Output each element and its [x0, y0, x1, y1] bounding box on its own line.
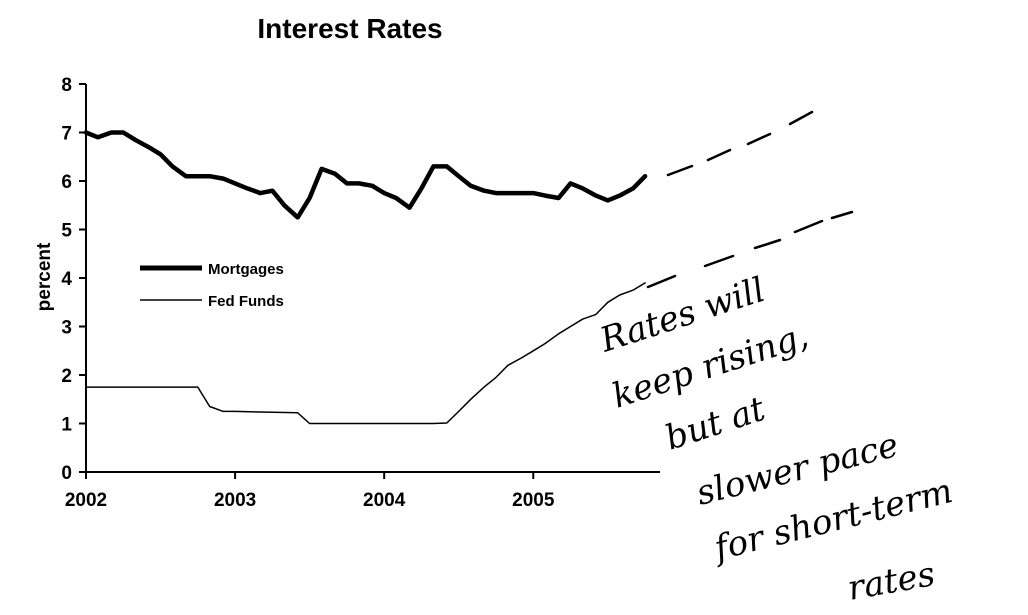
handwritten-note: Rates will keep rising, but at slower pa…	[594, 270, 956, 609]
y-axis-label: percent	[34, 242, 55, 311]
series-layer	[83, 130, 648, 425]
forecast-dash-fedfunds-4	[793, 219, 824, 234]
note-line-3: but at	[660, 389, 770, 459]
x-tick-label: 2003	[214, 490, 256, 511]
x-tick-label: 2004	[363, 490, 406, 511]
y-tick-label: 3	[61, 318, 72, 339]
y-tick-label: 5	[61, 221, 72, 242]
forecast-dash-fedfunds-1	[646, 274, 677, 289]
y-tick-label: 4	[61, 269, 72, 290]
forecast-dash-fedfunds-2	[703, 254, 735, 268]
forecast-dash-mortgages-3	[746, 132, 772, 146]
y-tick-label: 6	[61, 172, 72, 193]
chart-title: Interest Rates	[257, 13, 442, 44]
legend-label-mortgages: Mortgages	[208, 261, 284, 278]
forecast-dash-mortgages-2	[706, 148, 732, 162]
x-tick-label: 2005	[512, 490, 555, 511]
x-axis-ticks: 2002 2003 2004 2005	[65, 472, 555, 511]
y-tick-label: 0	[61, 463, 72, 484]
x-tick-label: 2002	[65, 490, 107, 511]
legend: Mortgages Fed Funds	[140, 261, 284, 310]
forecast-dash-fedfunds-3	[753, 238, 782, 250]
series-line-mortgages	[83, 130, 648, 220]
y-tick-label: 1	[61, 415, 72, 436]
y-tick-label: 7	[61, 124, 72, 145]
note-line-6: rates	[845, 554, 938, 609]
forecast-dash-fedfunds-5	[830, 210, 854, 220]
forecast-dashes	[646, 110, 854, 289]
forecast-dash-mortgages-1	[666, 164, 694, 177]
series-line-fed-funds	[85, 282, 646, 425]
y-axis-ticks: 0 1 2 3 4 5 6 7 8	[61, 75, 86, 484]
forecast-dash-mortgages-4	[788, 110, 814, 126]
legend-label-fed-funds: Fed Funds	[208, 293, 284, 310]
y-tick-label: 8	[61, 75, 72, 96]
y-tick-label: 2	[61, 366, 72, 387]
